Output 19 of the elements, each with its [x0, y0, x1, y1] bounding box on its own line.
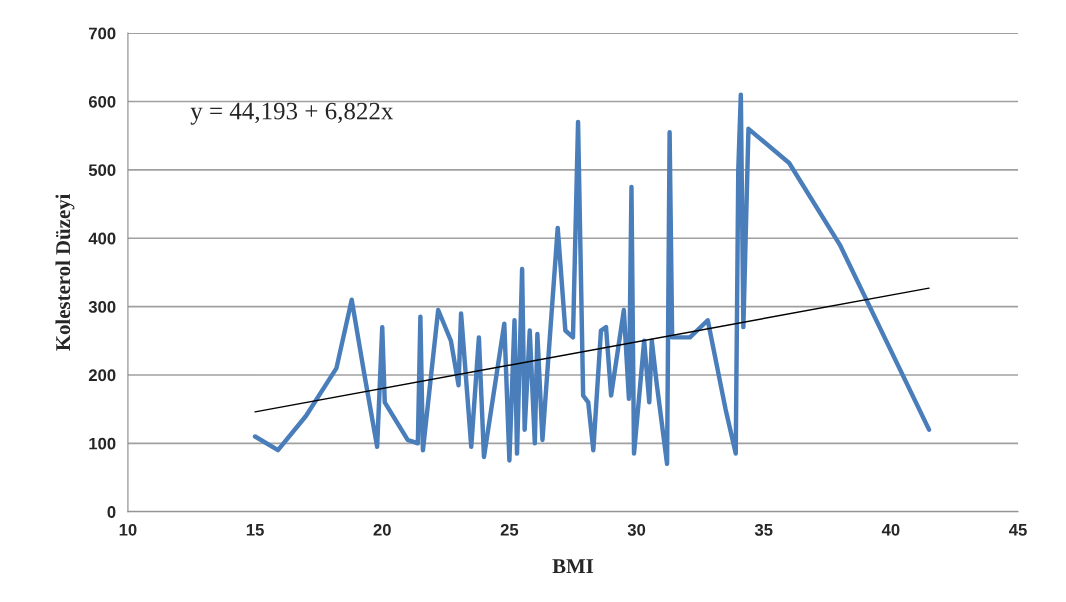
- y-axis-title: Kolesterol Düzeyi: [55, 193, 75, 351]
- x-tick-label: 40: [881, 523, 900, 536]
- y-tick-label: 400: [88, 232, 116, 245]
- y-tick-label: 600: [88, 95, 116, 108]
- x-tick-label: 35: [754, 523, 773, 536]
- x-tick-label: 45: [1009, 524, 1027, 536]
- y-tick-label: 700: [89, 27, 116, 40]
- y-tick-label: 200: [88, 369, 116, 382]
- x-tick-label: 25: [500, 523, 519, 536]
- y-tick-label: 500: [88, 164, 116, 177]
- y-tick-label: 0: [107, 506, 116, 518]
- annotation: y = 44,193 + 6,822x: [190, 102, 394, 125]
- y-tick-label: 300: [88, 300, 116, 313]
- x-tick-label: 20: [373, 523, 391, 536]
- x-tick-label: 15: [246, 524, 264, 536]
- x-tick-label: 30: [627, 523, 646, 536]
- x-axis-title: BMI: [552, 559, 594, 573]
- x-tick-label: 10: [119, 523, 137, 536]
- y-tick-label: 100: [89, 437, 116, 450]
